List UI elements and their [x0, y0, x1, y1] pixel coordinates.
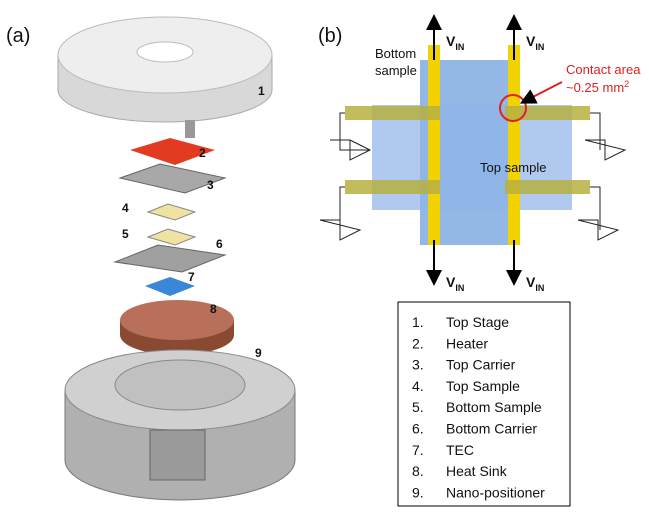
legend-number: 3. [412, 357, 424, 373]
legend-name: Top Carrier [446, 357, 516, 373]
panel-label: (a) [6, 25, 30, 47]
contact-area-value: ~0.25 mm2 [566, 79, 629, 95]
legend-name: Top Sample [446, 378, 520, 394]
contact-area-title: Contact area [566, 62, 641, 77]
v-in-label: VIN [526, 33, 544, 52]
v-in-sub: IN [455, 283, 464, 293]
legend-number: 5. [412, 399, 424, 415]
part-number: 1 [258, 84, 265, 98]
legend-number: 4. [412, 378, 424, 394]
legend-name: Heater [446, 335, 488, 351]
legend-number: 7. [412, 442, 424, 458]
legend-name: Bottom Carrier [446, 421, 537, 437]
legend-name: Heat Sink [446, 463, 508, 479]
part-number: 9 [255, 346, 262, 360]
part-number: 5 [122, 227, 129, 241]
v-in-label: VIN [446, 33, 464, 52]
part-number: 2 [199, 146, 206, 160]
v-in-label: VIN [526, 274, 544, 293]
v-in-sub: IN [535, 283, 544, 293]
legend-number: 8. [412, 463, 424, 479]
bottom-sample-label: Bottom [375, 46, 416, 61]
v-in-label: VIN [446, 274, 464, 293]
v-in-sub: IN [535, 42, 544, 52]
part-number: 8 [210, 302, 217, 316]
v-in-sub: IN [455, 42, 464, 52]
part-number: 4 [122, 201, 129, 215]
circuit-diagram [320, 22, 625, 278]
legend-name: Nano-positioner [446, 484, 545, 500]
legend-name: Top Stage [446, 314, 509, 330]
part-number: 6 [216, 237, 223, 251]
figure: (a) (b) Bottom sample Top sample Contact… [0, 0, 649, 522]
legend-name: Bottom Sample [446, 399, 542, 415]
legend-number: 2. [412, 335, 424, 351]
legend-name: TEC [446, 442, 474, 458]
bottom-sample-label: sample [375, 63, 417, 78]
top-sample-label: Top sample [480, 160, 546, 175]
panel-label: (b) [318, 25, 342, 47]
part-number: 7 [188, 270, 195, 284]
legend-number: 6. [412, 421, 424, 437]
legend-number: 9. [412, 484, 424, 500]
part-number: 3 [207, 178, 214, 192]
legend-number: 1. [412, 314, 424, 330]
